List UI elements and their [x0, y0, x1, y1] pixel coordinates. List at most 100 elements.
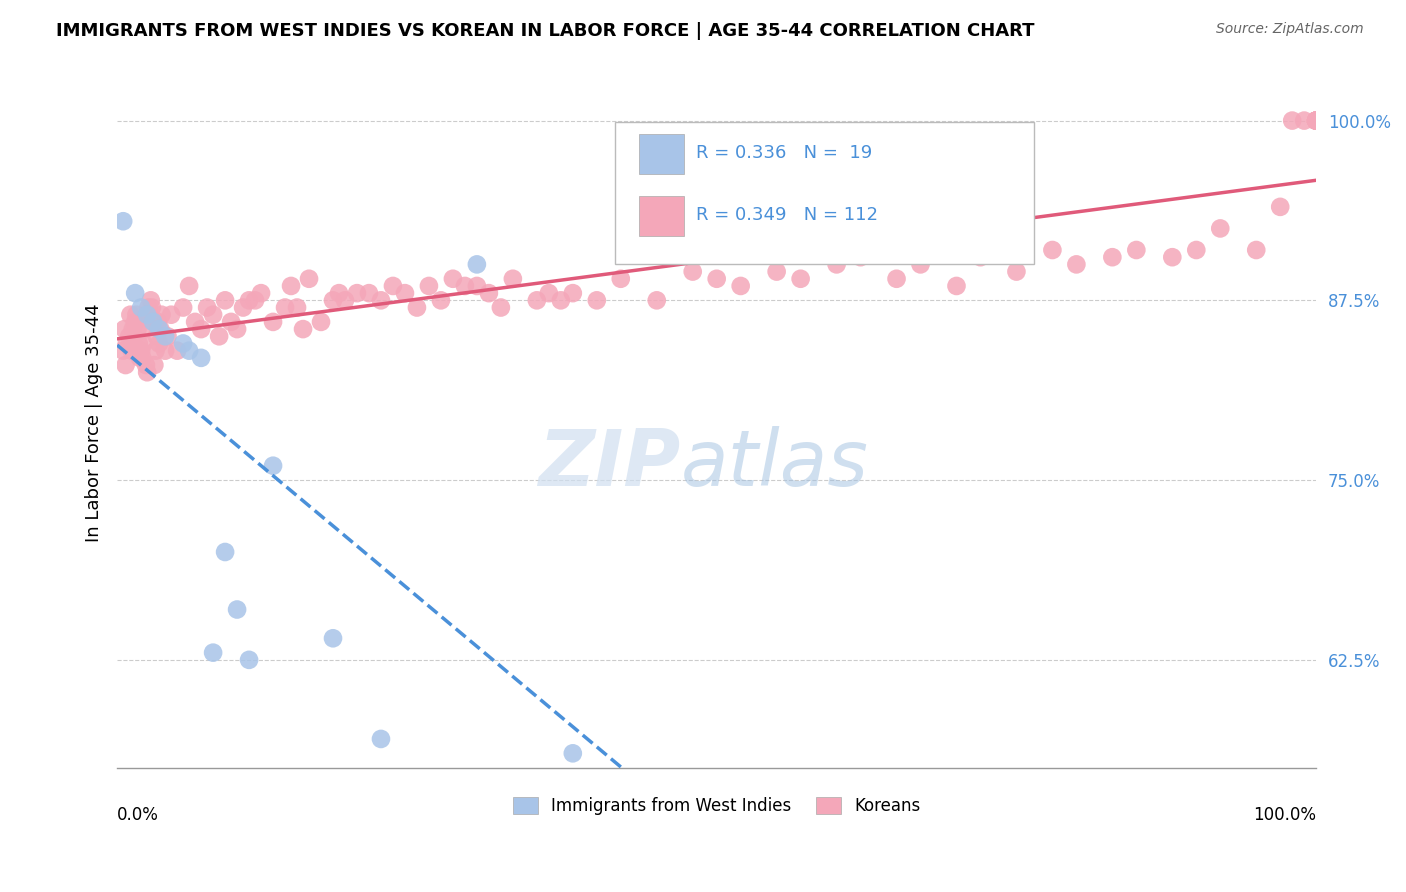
Point [153, 329, 176, 343]
Point [1305, 113, 1327, 128]
Point [262, 315, 284, 329]
Point [561, 286, 583, 301]
Point [1101, 250, 1123, 264]
Point [208, 329, 231, 343]
Point [322, 293, 344, 308]
Point [156, 329, 179, 343]
Point [682, 264, 704, 278]
Point [214, 545, 236, 559]
Point [1305, 113, 1327, 128]
Point [179, 343, 201, 358]
Point [1305, 113, 1327, 128]
Point [610, 272, 633, 286]
Point [145, 343, 167, 358]
Point [145, 329, 167, 343]
Point [1209, 221, 1232, 235]
Point [1005, 264, 1028, 278]
Point [138, 308, 160, 322]
Point [1305, 113, 1327, 128]
Point [139, 293, 162, 308]
Point [537, 286, 560, 301]
FancyBboxPatch shape [614, 122, 1035, 264]
Point [465, 279, 488, 293]
Point [765, 264, 787, 278]
Point [118, 329, 141, 343]
Point [112, 322, 135, 336]
Point [202, 308, 225, 322]
Point [184, 315, 207, 329]
Point [114, 358, 136, 372]
Point [202, 646, 225, 660]
Point [394, 286, 416, 301]
Point [121, 343, 143, 358]
Text: 100.0%: 100.0% [1253, 805, 1316, 823]
Legend: Immigrants from West Indies, Koreans: Immigrants from West Indies, Koreans [506, 790, 928, 822]
Point [1042, 243, 1064, 257]
Point [285, 301, 308, 315]
Point [561, 747, 583, 761]
Point [232, 301, 254, 315]
Bar [638, 196, 685, 236]
Point [121, 322, 143, 336]
Point [127, 322, 149, 336]
Point [131, 351, 153, 365]
Point [526, 293, 548, 308]
Point [112, 214, 135, 228]
Point [370, 731, 392, 746]
Point [125, 308, 148, 322]
Point [298, 272, 321, 286]
Point [136, 365, 159, 379]
Text: Source: ZipAtlas.com: Source: ZipAtlas.com [1216, 22, 1364, 37]
Point [1185, 243, 1208, 257]
Point [328, 286, 350, 301]
Text: ZIP: ZIP [538, 426, 681, 502]
Point [238, 653, 260, 667]
Point [238, 293, 260, 308]
Point [550, 293, 572, 308]
Point [381, 279, 404, 293]
Point [142, 315, 165, 329]
Point [280, 279, 302, 293]
Point [146, 315, 169, 329]
Point [141, 301, 163, 315]
Point [1125, 243, 1147, 257]
Point [465, 257, 488, 271]
Point [214, 293, 236, 308]
Point [478, 286, 501, 301]
Point [136, 308, 159, 322]
Point [489, 301, 512, 315]
Point [370, 293, 392, 308]
Point [172, 301, 194, 315]
Point [406, 301, 429, 315]
Point [886, 272, 908, 286]
Point [849, 250, 872, 264]
Point [150, 308, 173, 322]
Point [250, 286, 273, 301]
Point [1305, 113, 1327, 128]
Point [274, 301, 297, 315]
Point [418, 279, 440, 293]
Point [128, 336, 150, 351]
Point [706, 272, 728, 286]
Point [153, 343, 176, 358]
Point [148, 336, 170, 351]
Point [112, 343, 135, 358]
Point [135, 358, 157, 372]
Point [945, 279, 967, 293]
Point [1270, 200, 1292, 214]
Point [322, 632, 344, 646]
Y-axis label: In Labor Force | Age 35-44: In Labor Force | Age 35-44 [86, 303, 103, 541]
Point [454, 279, 477, 293]
Point [172, 336, 194, 351]
Point [195, 301, 218, 315]
Point [124, 315, 146, 329]
Point [132, 336, 155, 351]
Point [1161, 250, 1184, 264]
Point [1305, 113, 1327, 128]
Point [129, 301, 152, 315]
Point [138, 301, 160, 315]
Point [190, 322, 212, 336]
Point [441, 272, 464, 286]
Point [292, 322, 315, 336]
Point [190, 351, 212, 365]
